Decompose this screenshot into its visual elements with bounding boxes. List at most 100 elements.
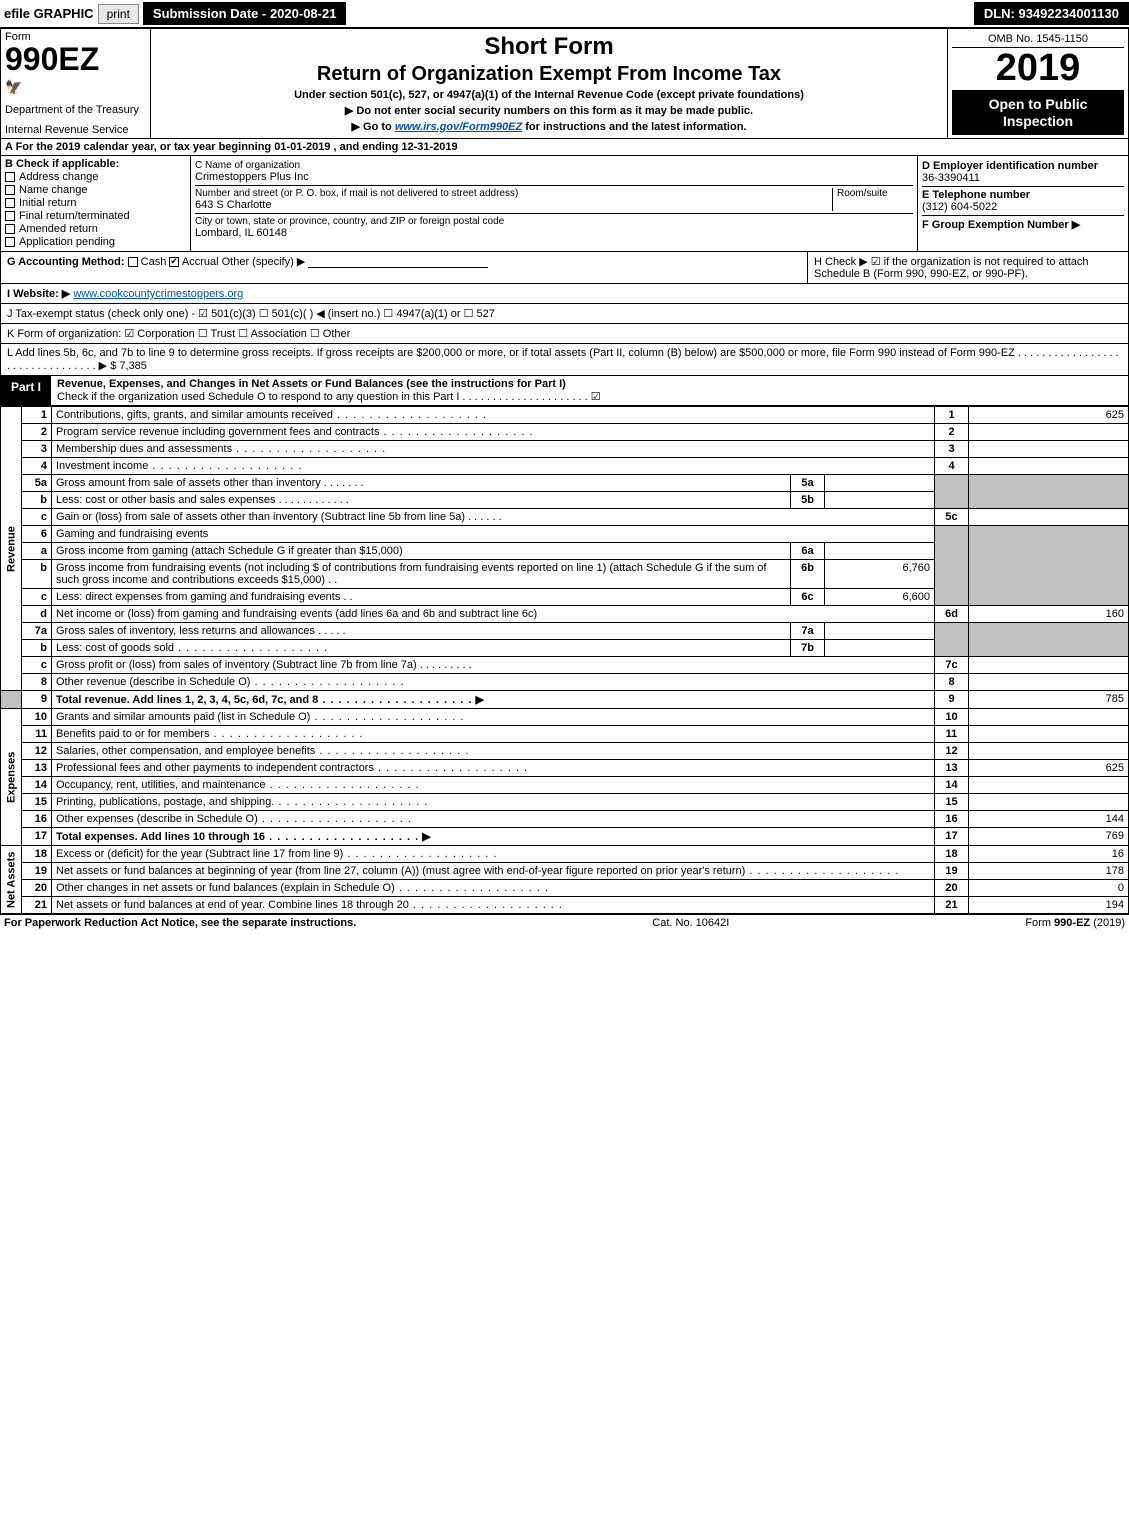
section-a-period: A For the 2019 calendar year, or tax yea… [0, 139, 1129, 156]
row-6d-val: 160 [969, 606, 1129, 623]
lbl-application-pending: Application pending [19, 236, 115, 248]
street-label: Number and street (or P. O. box, if mail… [195, 188, 828, 199]
ein-label: D Employer identification number [922, 160, 1098, 172]
line-k: K Form of organization: ☑ Corporation ☐ … [0, 324, 1129, 344]
dept-treasury: Department of the Treasury [5, 104, 146, 116]
row-10-desc: Grants and similar amounts paid (list in… [56, 711, 310, 723]
row-16-val: 144 [969, 811, 1129, 828]
i-label: I Website: ▶ [7, 288, 70, 300]
chk-application-pending[interactable] [5, 237, 15, 247]
tax-year: 2019 [952, 48, 1124, 90]
form-number: 990EZ [5, 43, 146, 75]
chk-accrual[interactable] [169, 257, 179, 267]
row-9-val: 785 [969, 691, 1129, 709]
lbl-amended-return: Amended return [19, 223, 98, 235]
row-1-val: 625 [969, 407, 1129, 424]
line-l-text: L Add lines 5b, 6c, and 7b to line 9 to … [7, 347, 1119, 372]
part1-check: Check if the organization used Schedule … [57, 391, 601, 403]
part1-label: Part I [1, 376, 51, 405]
row-6d-desc: Net income or (loss) from gaming and fun… [56, 608, 537, 620]
row-21-desc: Net assets or fund balances at end of ye… [56, 899, 409, 911]
goto-post: for instructions and the latest informat… [522, 121, 746, 133]
row-19-val: 178 [969, 863, 1129, 880]
row-6b-desc: Gross income from fundraising events (no… [56, 562, 766, 586]
goto-pre: ▶ Go to [352, 121, 395, 133]
row-7b-desc: Less: cost of goods sold [56, 642, 174, 654]
street: 643 S Charlotte [195, 199, 828, 211]
lbl-final-return: Final return/terminated [19, 210, 130, 222]
g-label: G Accounting Method: [7, 256, 125, 268]
row-5c-desc: Gain or (loss) from sale of assets other… [56, 511, 465, 523]
title-return: Return of Organization Exempt From Incom… [155, 63, 943, 86]
chk-final-return[interactable] [5, 211, 15, 221]
irs-label: Internal Revenue Service [5, 124, 146, 136]
subtitle: Under section 501(c), 527, or 4947(a)(1)… [155, 89, 943, 101]
org-name: Crimestoppers Plus Inc [195, 171, 913, 183]
lbl-other: Other (specify) ▶ [222, 256, 306, 268]
row-8-desc: Other revenue (describe in Schedule O) [56, 676, 250, 688]
lbl-name-change: Name change [19, 184, 88, 196]
efile-label: efile GRAPHIC [4, 6, 94, 21]
form-header: Form 990EZ 🦅 Department of the Treasury … [0, 28, 1129, 139]
chk-cash[interactable] [128, 257, 138, 267]
line-i: I Website: ▶ www.cookcountycrimestoppers… [0, 284, 1129, 304]
part1-table: Revenue 1 Contributions, gifts, grants, … [0, 406, 1129, 914]
row-17-desc: Total expenses. Add lines 10 through 16 [56, 831, 265, 843]
lbl-cash: Cash [141, 256, 167, 268]
vtab-revenue: Revenue [1, 407, 22, 691]
row-11-desc: Benefits paid to or for members [56, 728, 209, 740]
row-2-desc: Program service revenue including govern… [56, 426, 379, 438]
col-b-label: B Check if applicable: [5, 158, 119, 170]
other-blank [308, 256, 488, 268]
chk-amended-return[interactable] [5, 224, 15, 234]
footer-left: For Paperwork Reduction Act Notice, see … [4, 917, 356, 929]
group-exemption-label: F Group Exemption Number ▶ [922, 219, 1080, 231]
title-short-form: Short Form [155, 33, 943, 61]
lbl-accrual: Accrual [182, 256, 219, 268]
org-info-grid: B Check if applicable: Address change Na… [0, 156, 1129, 252]
row-6c-desc: Less: direct expenses from gaming and fu… [56, 591, 340, 603]
submission-date: Submission Date - 2020-08-21 [143, 2, 347, 25]
row-6c-sub: 6,600 [825, 589, 935, 606]
part1-title: Revenue, Expenses, and Changes in Net As… [57, 378, 566, 390]
print-button[interactable]: print [98, 4, 139, 24]
footer-right: Form 990-EZ (2019) [1025, 917, 1125, 929]
row-15-desc: Printing, publications, postage, and shi… [56, 796, 274, 808]
footer-center: Cat. No. 10642I [652, 917, 729, 929]
vtab-expenses: Expenses [1, 709, 22, 846]
phone: (312) 604-5022 [922, 201, 997, 213]
row-1-desc: Contributions, gifts, grants, and simila… [56, 409, 333, 421]
chk-name-change[interactable] [5, 185, 15, 195]
line-h: H Check ▶ ☑ if the organization is not r… [808, 252, 1128, 283]
vtab-net-assets: Net Assets [1, 846, 22, 914]
chk-initial-return[interactable] [5, 198, 15, 208]
line-g-h: G Accounting Method: Cash Accrual Other … [0, 252, 1129, 284]
row-3-desc: Membership dues and assessments [56, 443, 232, 455]
page-footer: For Paperwork Reduction Act Notice, see … [0, 914, 1129, 931]
row-18-val: 16 [969, 846, 1129, 863]
lbl-address-change: Address change [19, 171, 99, 183]
row-5a-desc: Gross amount from sale of assets other t… [56, 477, 321, 489]
website-link[interactable]: www.cookcountycrimestoppers.org [73, 288, 243, 300]
row-21-val: 194 [969, 897, 1129, 914]
line-l-val: 7,385 [119, 360, 147, 372]
row-18-desc: Excess or (deficit) for the year (Subtra… [56, 848, 343, 860]
irs-eagle-icon: 🦅 [5, 79, 146, 96]
dln: DLN: 93492234001130 [974, 2, 1129, 25]
ein: 36-3390411 [922, 172, 980, 184]
row-13-val: 625 [969, 760, 1129, 777]
row-12-desc: Salaries, other compensation, and employ… [56, 745, 315, 757]
row-16-desc: Other expenses (describe in Schedule O) [56, 813, 258, 825]
city-label: City or town, state or province, country… [195, 216, 913, 227]
row-20-val: 0 [969, 880, 1129, 897]
row-13-desc: Professional fees and other payments to … [56, 762, 374, 774]
row-20-desc: Other changes in net assets or fund bala… [56, 882, 395, 894]
name-label: C Name of organization [195, 160, 913, 171]
irs-link[interactable]: www.irs.gov/Form990EZ [395, 121, 522, 133]
row-14-desc: Occupancy, rent, utilities, and maintena… [56, 779, 266, 791]
open-to-public: Open to Public Inspection [952, 90, 1124, 136]
chk-address-change[interactable] [5, 172, 15, 182]
room-label: Room/suite [837, 188, 913, 199]
row-7a-desc: Gross sales of inventory, less returns a… [56, 625, 315, 637]
line-l: L Add lines 5b, 6c, and 7b to line 9 to … [0, 344, 1129, 376]
